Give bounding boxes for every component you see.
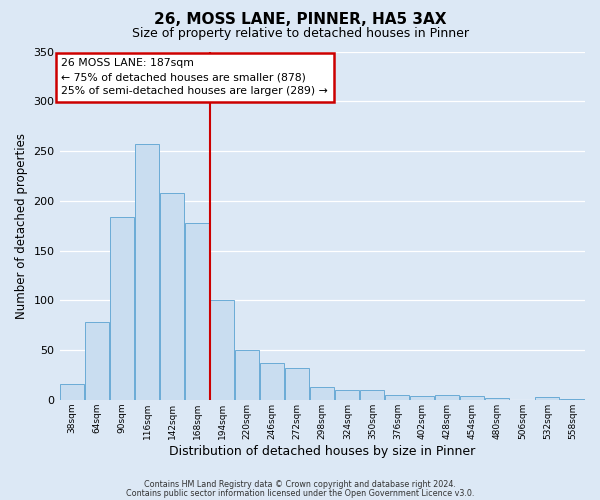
Bar xyxy=(535,397,559,400)
Bar xyxy=(160,193,184,400)
Bar xyxy=(210,300,234,400)
Bar xyxy=(410,396,434,400)
Bar xyxy=(560,399,584,400)
Text: 26 MOSS LANE: 187sqm
← 75% of detached houses are smaller (878)
25% of semi-deta: 26 MOSS LANE: 187sqm ← 75% of detached h… xyxy=(61,58,328,96)
Bar xyxy=(360,390,385,400)
Bar xyxy=(285,368,309,400)
Bar xyxy=(60,384,84,400)
Bar xyxy=(85,322,109,400)
Bar xyxy=(260,363,284,400)
Bar xyxy=(335,390,359,400)
Bar xyxy=(485,398,509,400)
X-axis label: Distribution of detached houses by size in Pinner: Distribution of detached houses by size … xyxy=(169,444,475,458)
Text: 26, MOSS LANE, PINNER, HA5 3AX: 26, MOSS LANE, PINNER, HA5 3AX xyxy=(154,12,446,28)
Bar xyxy=(185,222,209,400)
Text: Contains public sector information licensed under the Open Government Licence v3: Contains public sector information licen… xyxy=(126,488,474,498)
Bar xyxy=(110,216,134,400)
Text: Contains HM Land Registry data © Crown copyright and database right 2024.: Contains HM Land Registry data © Crown c… xyxy=(144,480,456,489)
Bar xyxy=(310,387,334,400)
Bar xyxy=(385,395,409,400)
Bar xyxy=(235,350,259,400)
Bar xyxy=(436,395,460,400)
Bar xyxy=(460,396,484,400)
Y-axis label: Number of detached properties: Number of detached properties xyxy=(15,132,28,318)
Bar xyxy=(135,144,159,400)
Text: Size of property relative to detached houses in Pinner: Size of property relative to detached ho… xyxy=(131,28,469,40)
